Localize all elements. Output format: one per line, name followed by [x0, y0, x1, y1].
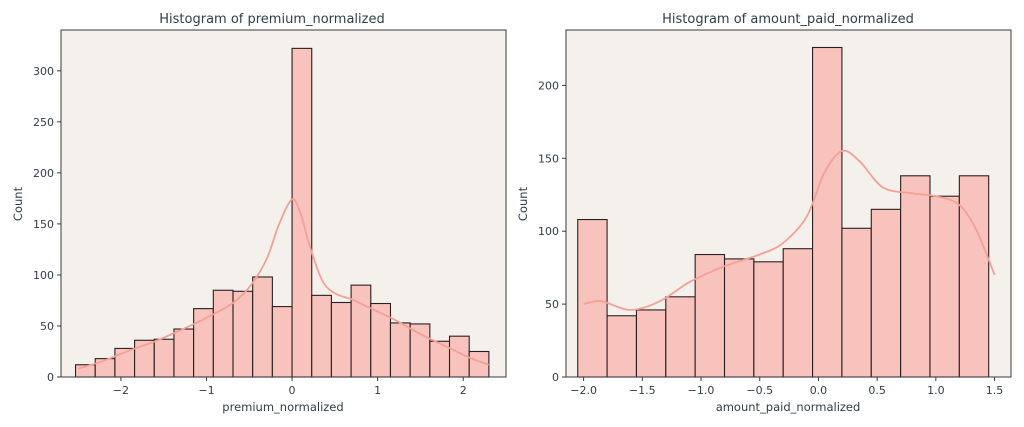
y-tick-label: 200 — [538, 79, 559, 92]
histogram-bar — [311, 294, 332, 378]
histogram-bar — [409, 323, 431, 378]
x-tick-label: −2.0 — [570, 384, 597, 397]
histogram-bar — [577, 218, 608, 378]
x-axis-ticks: −2.0 −1.5 −1.0 −0.5 0.0 0.5 1.0 1.5 — [570, 377, 1003, 397]
histogram-bar — [389, 322, 411, 378]
y-tick-label: 200 — [33, 167, 54, 180]
histogram-bar — [929, 195, 960, 378]
x-tick-label: −2 — [113, 384, 129, 397]
y-tick-label: 300 — [33, 65, 54, 78]
histogram-bar — [350, 284, 372, 378]
histogram-bar — [330, 301, 352, 378]
y-tick-label: 50 — [40, 320, 54, 333]
y-tick-label: 250 — [33, 116, 54, 129]
x-tick-label: 1.5 — [986, 384, 1004, 397]
histogram-bar — [212, 289, 234, 378]
x-tick-label: −1.5 — [629, 384, 656, 397]
y-tick-label: 100 — [33, 269, 54, 282]
histogram-bar — [870, 208, 902, 378]
histogram-bar — [94, 358, 116, 378]
bars — [577, 46, 990, 378]
kde-curve — [583, 149, 996, 311]
x-tick-label: 0.5 — [868, 384, 886, 397]
histogram-bar — [232, 290, 254, 378]
x-axis-label: premium_normalized — [222, 400, 343, 414]
histogram-bar — [694, 253, 726, 378]
axes-frame — [60, 29, 507, 378]
histogram-bar — [291, 47, 313, 378]
x-tick-label: 0 — [289, 384, 296, 397]
y-axis-label: Count — [516, 186, 530, 221]
x-tick-label: 2 — [460, 384, 467, 397]
kde-curve — [77, 198, 490, 370]
x-axis-ticks: −2 −1 0 1 2 — [113, 377, 467, 397]
histogram-bar — [635, 309, 667, 378]
y-axis-label: Count — [11, 186, 25, 221]
histogram-bar — [812, 46, 843, 378]
histogram-bar — [173, 328, 195, 378]
y-axis-ticks: 0 50 100 150 200 250 300 — [33, 65, 61, 384]
premium-histogram-chart: Histogram of premium_normalized −2 −1 0 1 2 … — [11, 12, 507, 414]
histogram-bar — [153, 338, 175, 378]
histogram-bar — [370, 302, 392, 378]
y-tick-label: 150 — [538, 152, 559, 165]
y-tick-label: 0 — [47, 371, 54, 384]
x-tick-label: −0.5 — [746, 384, 773, 397]
histogram-bar — [271, 306, 293, 378]
x-tick-label: −1.0 — [688, 384, 715, 397]
histogram-bar — [665, 296, 696, 378]
y-tick-label: 0 — [552, 371, 559, 384]
chart-title: Histogram of amount_paid_normalized — [662, 12, 914, 27]
y-tick-label: 150 — [33, 218, 54, 231]
x-axis-label: amount_paid_normalized — [716, 400, 861, 414]
y-axis-ticks: 0 50 100 150 200 — [538, 79, 566, 384]
histogram-bar — [753, 261, 784, 378]
y-tick-label: 100 — [538, 225, 559, 238]
x-tick-label: 1.0 — [927, 384, 945, 397]
histogram-bar — [841, 227, 872, 378]
histogram-bar — [252, 276, 273, 378]
histogram-bar — [782, 248, 814, 378]
histogram-bar — [723, 258, 755, 378]
y-tick-label: 50 — [545, 298, 559, 311]
amount-paid-histogram-chart: Histogram of amount_paid_normalized −2.0… — [516, 12, 1012, 414]
x-tick-label: 1 — [374, 384, 381, 397]
axes-frame — [565, 29, 1012, 378]
histogram-bar — [958, 175, 990, 378]
x-tick-label: 0.0 — [810, 384, 828, 397]
histogram-bar — [900, 175, 931, 378]
chart-title: Histogram of premium_normalized — [159, 12, 384, 27]
histogram-bar — [606, 315, 637, 378]
x-tick-label: −1 — [198, 384, 214, 397]
